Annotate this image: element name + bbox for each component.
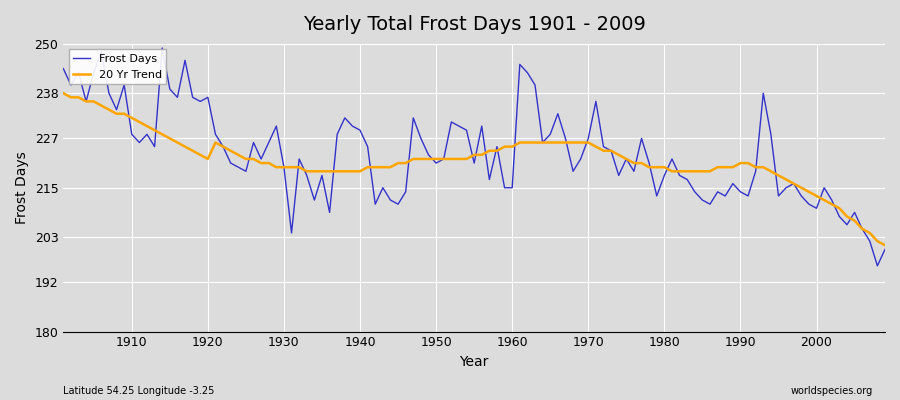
- 20 Yr Trend: [500, 144, 510, 149]
- Frost Days: [339, 116, 350, 120]
- Frost Days: [119, 82, 130, 87]
- Legend: Frost Days, 20 Yr Trend: Frost Days, 20 Yr Trend: [68, 50, 166, 84]
- Text: Latitude 54.25 Longitude -3.25: Latitude 54.25 Longitude -3.25: [63, 386, 214, 396]
- X-axis label: Year: Year: [460, 355, 489, 369]
- 20 Yr Trend: [507, 144, 517, 149]
- 20 Yr Trend: [119, 111, 130, 116]
- Frost Days: [293, 156, 304, 161]
- Frost Days: [515, 62, 526, 67]
- 20 Yr Trend: [286, 165, 297, 170]
- 20 Yr Trend: [332, 169, 343, 174]
- Y-axis label: Frost Days: Frost Days: [15, 151, 29, 224]
- 20 Yr Trend: [879, 243, 890, 248]
- Text: worldspecies.org: worldspecies.org: [791, 386, 873, 396]
- Frost Days: [157, 46, 167, 50]
- Frost Days: [879, 247, 890, 252]
- Line: Frost Days: Frost Days: [63, 48, 885, 266]
- 20 Yr Trend: [58, 91, 68, 96]
- 20 Yr Trend: [598, 148, 609, 153]
- Frost Days: [507, 185, 517, 190]
- Line: 20 Yr Trend: 20 Yr Trend: [63, 93, 885, 245]
- Title: Yearly Total Frost Days 1901 - 2009: Yearly Total Frost Days 1901 - 2009: [302, 15, 645, 34]
- Frost Days: [606, 148, 616, 153]
- Frost Days: [58, 66, 68, 71]
- Frost Days: [872, 264, 883, 268]
